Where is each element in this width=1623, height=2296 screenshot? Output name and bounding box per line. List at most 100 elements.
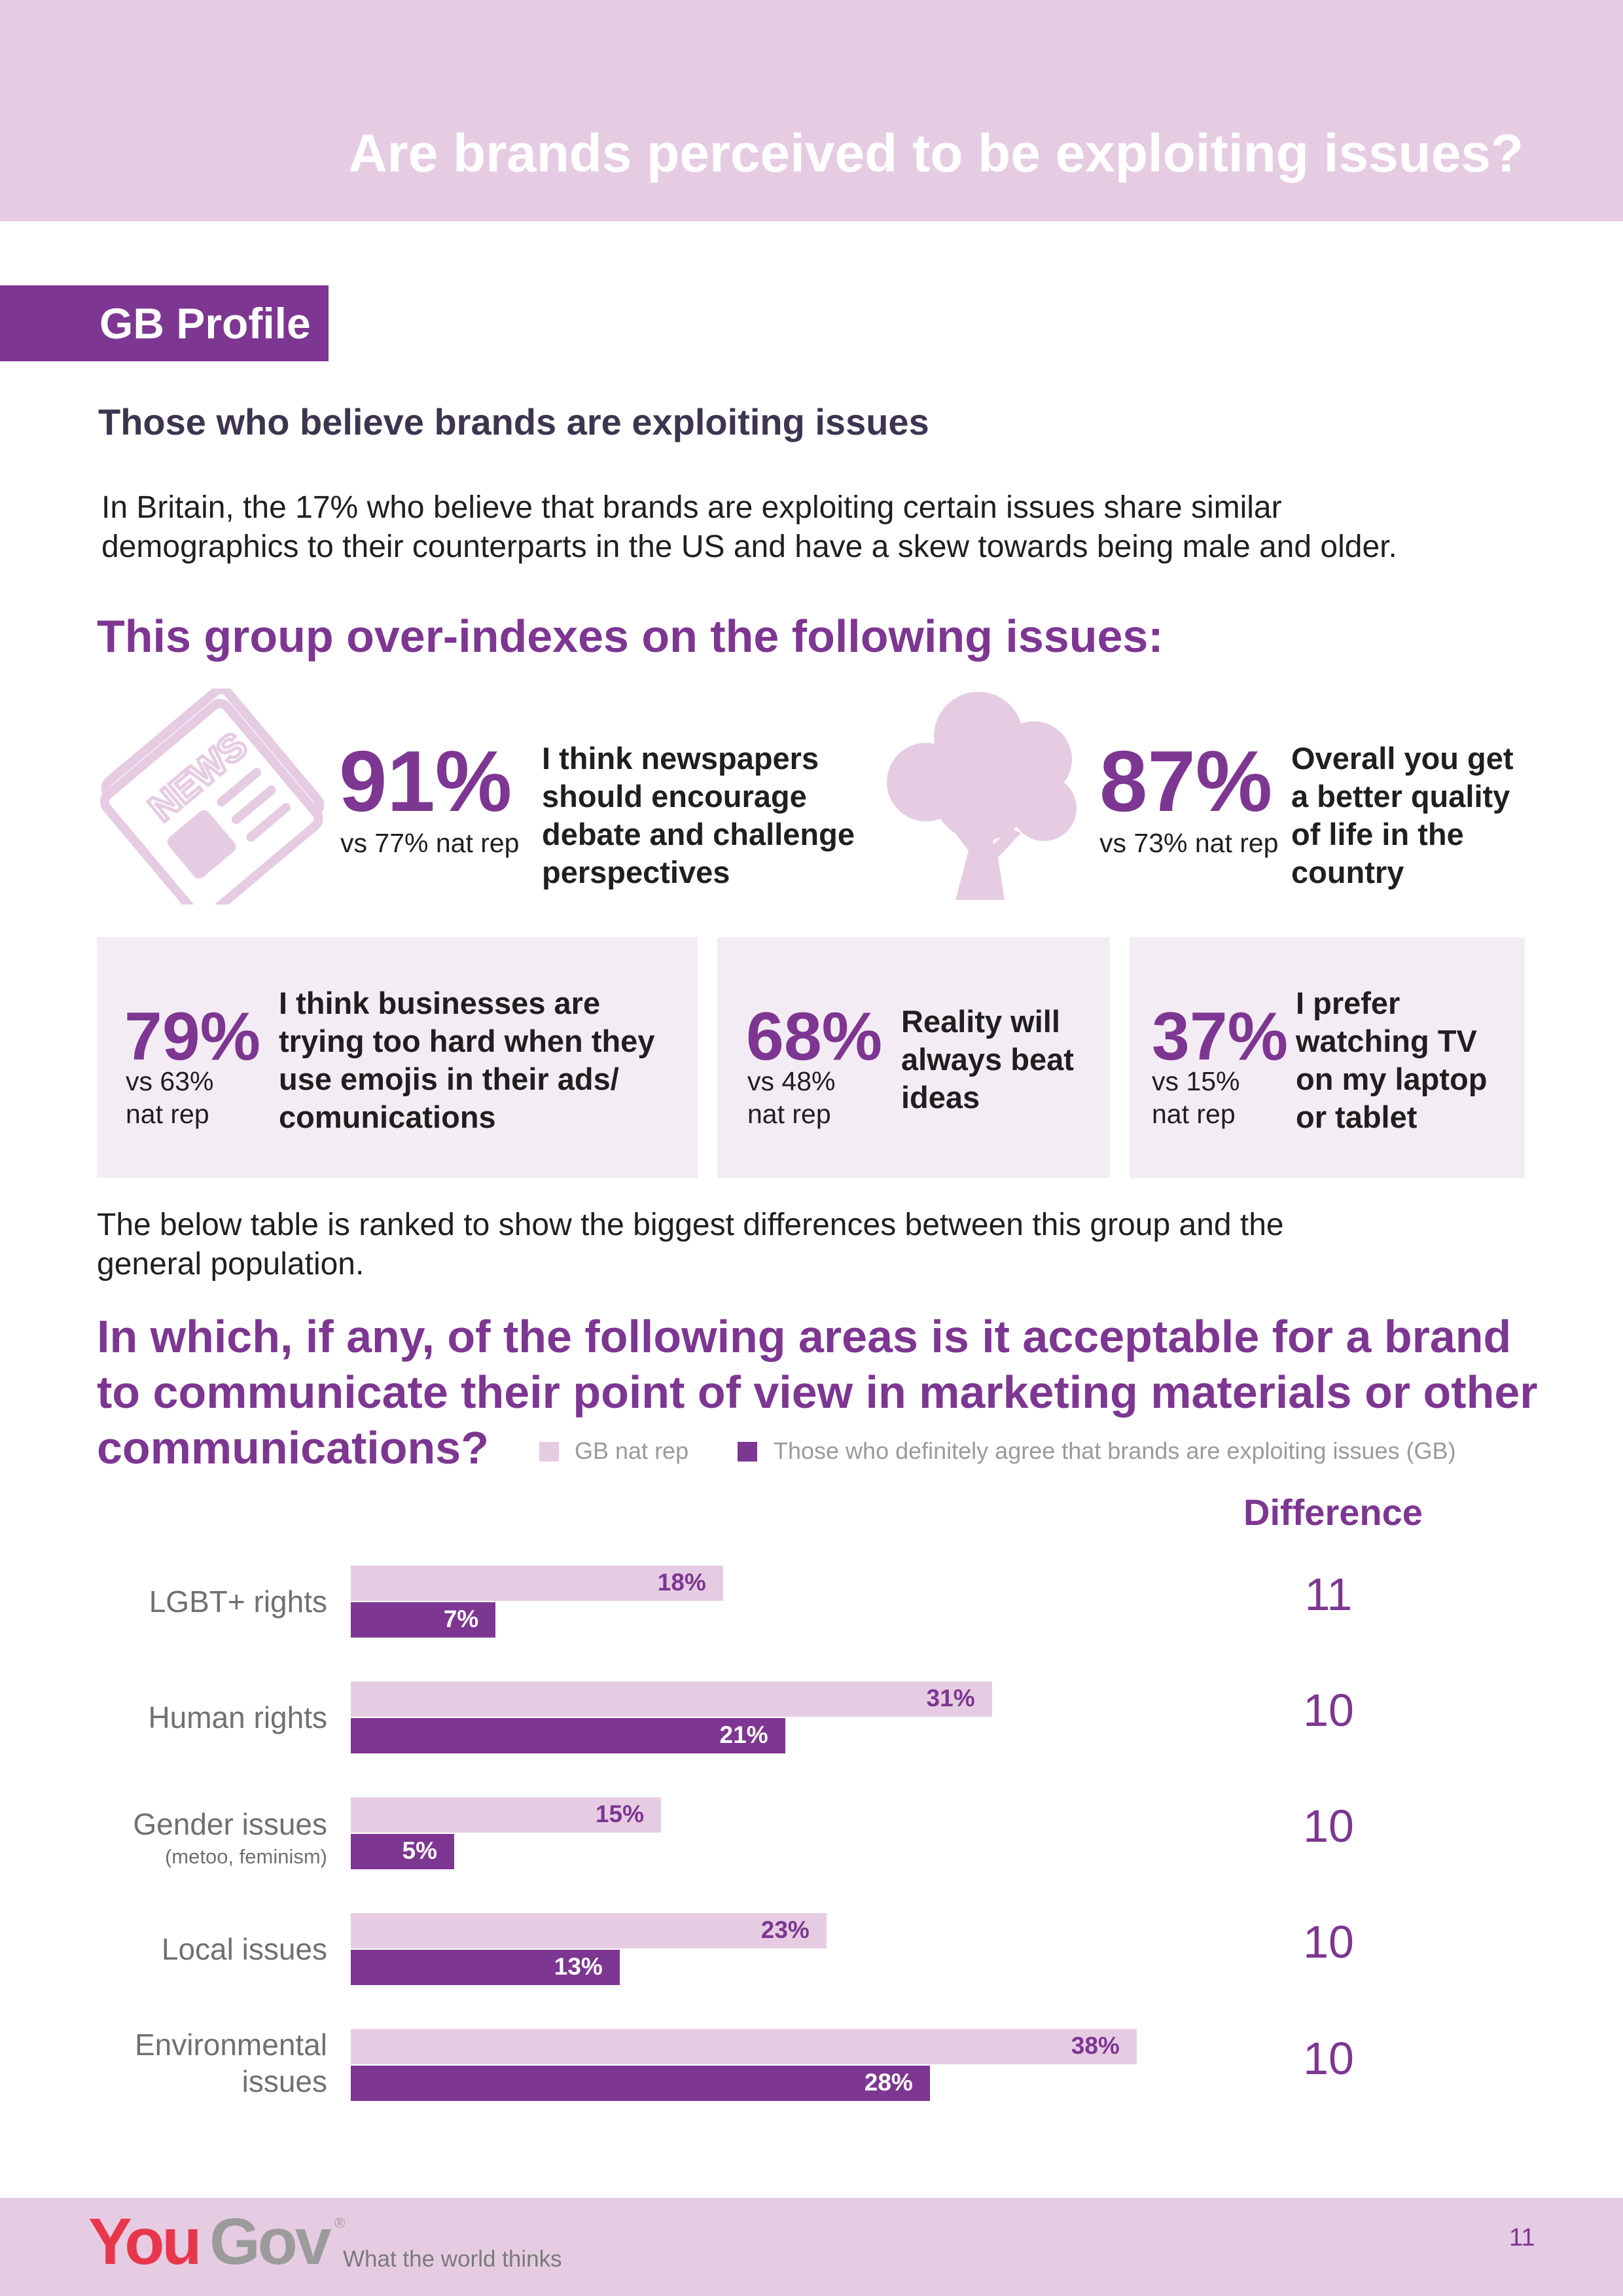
legend-label-agree: Those who definitely agree that brands a… (774, 1437, 1456, 1464)
legend-swatch-nat-rep (539, 1442, 559, 1462)
stat-vs-reality: vs 48% nat rep (747, 1065, 835, 1130)
statement-line: should encourage (542, 779, 807, 814)
intro-line-1: In Britain, the 17% who believe that bra… (101, 490, 1282, 525)
stat-value-newspapers: 91% (339, 733, 512, 829)
difference-value-lgbt-rights: 11 (1304, 1569, 1353, 1620)
stat-statement-tv: I prefer watching TV on my laptop or tab… (1296, 984, 1487, 1136)
statement-line: ideas (901, 1080, 980, 1115)
ranked-note: The below table is ranked to show the bi… (97, 1206, 1284, 1284)
statement-line: trying too hard when they (279, 1024, 655, 1058)
vs-line: nat rep (126, 1099, 209, 1129)
bar-value-label: 5% (402, 1837, 437, 1864)
ranked-note-line: general population. (97, 1247, 365, 1282)
vs-line: nat rep (747, 1099, 831, 1129)
question-line: In which, if any, of the following areas… (97, 1311, 1512, 1362)
overindex-heading: This group over-indexes on the following… (97, 611, 1164, 662)
bar-nat-rep-gender-issues (351, 1797, 661, 1833)
statement-line: I think businesses are (279, 986, 601, 1020)
vs-line: nat rep (1152, 1099, 1236, 1129)
difference-value-environmental-issues: 10 (1303, 2033, 1354, 2084)
statement-line: watching TV (1296, 1024, 1477, 1058)
bar-nat-rep-local-issues (351, 1913, 827, 1948)
legend-swatch-agree (738, 1442, 757, 1462)
statement-line: on my laptop (1296, 1062, 1488, 1096)
bar-nat-rep-human-rights (351, 1681, 992, 1717)
yougov-logo-you: You (88, 2205, 202, 2278)
category-label-text: LGBT+ rights (149, 1585, 327, 1619)
stat-statement-emojis: I think businesses are trying too hard w… (279, 984, 654, 1136)
page-number: 11 (1509, 2224, 1535, 2251)
bar-nat-rep-environmental-issues (351, 2029, 1137, 2064)
bar-agree-environmental-issues (351, 2066, 930, 2101)
bar-value-label: 7% (443, 1605, 479, 1632)
yougov-tagline: What the world thinks (343, 2246, 562, 2272)
intro-line-2: demographics to their counterparts in th… (101, 529, 1397, 564)
vs-line: vs 48% (747, 1066, 836, 1096)
vs-line: vs 63% (126, 1066, 214, 1096)
stat-card-reality: 68% vs 48% nat rep Reality will always b… (717, 937, 1110, 1178)
question-line: communications? (97, 1422, 489, 1473)
bar-agree-gender-issues (351, 1834, 454, 1869)
statement-line: Reality will (901, 1004, 1060, 1039)
difference-value-human-rights: 10 (1303, 1685, 1354, 1736)
bar-agree-lgbt-rights (351, 1602, 496, 1638)
stat-vs-emojis: vs 63% nat rep (126, 1065, 213, 1130)
statement-line: use emojis in their ads/ (279, 1062, 619, 1096)
page-title: Are brands perceived to be exploiting is… (348, 124, 1524, 183)
tree-icon (877, 684, 1086, 900)
bar-value-label: 21% (719, 1721, 768, 1748)
bar-value-label: 31% (926, 1685, 975, 1712)
difference-value-local-issues: 10 (1303, 1916, 1354, 1967)
yougov-logo-registered-mark: ® (334, 2215, 346, 2231)
header-band (0, 0, 1623, 221)
legend-label-nat-rep: GB nat rep (575, 1437, 689, 1464)
stat-statement-quality-of-life: Overall you get a better quality of life… (1291, 740, 1514, 891)
stat-vs-quality-of-life: vs 73% nat rep (1099, 828, 1279, 858)
statement-line: I prefer (1296, 986, 1400, 1020)
category-label-text: Gender issues (133, 1807, 327, 1841)
bar-value-label: 13% (554, 1953, 603, 1980)
category-label-text: Environmental issues (134, 2028, 327, 2098)
statement-line: Overall you get (1291, 741, 1514, 776)
section-label-text: GB Profile (99, 299, 311, 348)
statement-line: always beat (901, 1042, 1074, 1077)
stat-card-tv: 37% vs 15% nat rep I prefer watching TV … (1130, 937, 1525, 1178)
stat-statement-reality: Reality will always beat ideas (901, 1003, 1074, 1117)
statement-line: debate and challenge (542, 817, 855, 852)
question-line: to communicate their point of view in ma… (97, 1367, 1538, 1418)
bar-value-label: 18% (657, 1569, 706, 1596)
bar-value-label: 38% (1071, 2032, 1120, 2059)
category-label-text: Local issues (161, 1932, 327, 1966)
category-label-gender-issues: Gender issues (metoo, feminism) (133, 1808, 327, 1873)
footer-band (0, 2198, 1623, 2296)
bar-agree-local-issues (351, 1950, 620, 1985)
stat-value-emojis: 79% (124, 999, 261, 1075)
section-label: GB Profile (0, 285, 329, 361)
statement-line: or tablet (1296, 1100, 1418, 1134)
category-label-lgbt-rights: LGBT+ rights (149, 1583, 327, 1620)
statement-line: a better quality (1291, 779, 1510, 814)
category-note: (metoo, feminism) (164, 1845, 327, 1868)
statement-line: country (1291, 855, 1404, 889)
bar-value-label: 28% (864, 2069, 913, 2096)
difference-heading: Difference (1243, 1492, 1423, 1533)
bar-value-label: 23% (760, 1916, 810, 1943)
ranked-note-line: The below table is ranked to show the bi… (97, 1208, 1284, 1242)
stat-value-quality-of-life: 87% (1099, 733, 1273, 829)
chart-question: In which, if any, of the following areas… (97, 1309, 1538, 1476)
yougov-logo-gov: Gov (209, 2205, 331, 2278)
bar-agree-human-rights (351, 1718, 785, 1753)
statement-line: I think newspapers (542, 741, 819, 776)
stat-value-tv: 37% (1152, 999, 1289, 1075)
difference-value-gender-issues: 10 (1303, 1801, 1354, 1852)
stat-value-reality: 68% (746, 999, 883, 1075)
statement-line: of life in the (1291, 817, 1464, 852)
statement-line: perspectives (542, 855, 730, 889)
stat-vs-tv: vs 15% nat rep (1152, 1065, 1240, 1130)
newspaper-icon: NEWS (98, 685, 327, 922)
category-label-environmental-issues: Environmental issues (105, 2026, 327, 2100)
stat-statement-newspapers: I think newspapers should encourage deba… (542, 740, 855, 891)
stat-vs-newspapers: vs 77% nat rep (340, 828, 520, 858)
category-label-local-issues: Local issues (162, 1931, 327, 1967)
bar-value-label: 15% (595, 1801, 644, 1827)
